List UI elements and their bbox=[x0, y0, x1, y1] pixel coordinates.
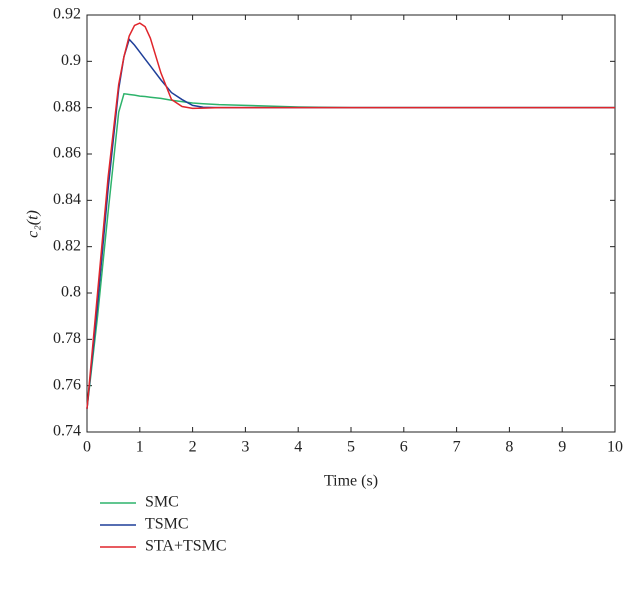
y-tick-label: 0.76 bbox=[53, 376, 81, 393]
y-tick-label: 0.84 bbox=[53, 191, 81, 208]
x-axis-label: Time (s) bbox=[324, 473, 378, 490]
y-tick-label: 0.78 bbox=[53, 330, 81, 347]
y-tick-label: 0.86 bbox=[53, 145, 81, 162]
legend-label: STA+TSMC bbox=[145, 538, 227, 555]
x-tick-label: 3 bbox=[241, 439, 249, 456]
y-tick-label: 0.8 bbox=[61, 284, 81, 301]
x-tick-label: 5 bbox=[347, 439, 355, 456]
y-axis-label: c₂(t) bbox=[25, 210, 42, 238]
x-tick-label: 0 bbox=[83, 439, 91, 456]
x-tick-label: 2 bbox=[189, 439, 197, 456]
x-tick-label: 4 bbox=[294, 439, 302, 456]
x-tick-label: 7 bbox=[453, 439, 461, 456]
series-line bbox=[86, 22, 615, 409]
y-tick-label: 0.9 bbox=[61, 52, 81, 69]
x-tick-label: 8 bbox=[505, 439, 513, 456]
plot-frame bbox=[86, 14, 616, 433]
y-tick-label: 0.88 bbox=[53, 98, 81, 115]
series-line bbox=[86, 37, 615, 409]
x-tick-label: 6 bbox=[400, 439, 408, 456]
x-tick-label: 1 bbox=[136, 439, 144, 456]
legend-label: TSMC bbox=[145, 516, 189, 533]
series-line bbox=[86, 92, 615, 409]
legend-label: SMC bbox=[145, 494, 179, 511]
x-tick-label: 9 bbox=[558, 439, 566, 456]
x-tick-label: 10 bbox=[607, 439, 623, 456]
y-tick-label: 0.82 bbox=[53, 237, 81, 254]
y-tick-label: 0.74 bbox=[53, 423, 81, 440]
y-tick-label: 0.92 bbox=[53, 6, 81, 23]
